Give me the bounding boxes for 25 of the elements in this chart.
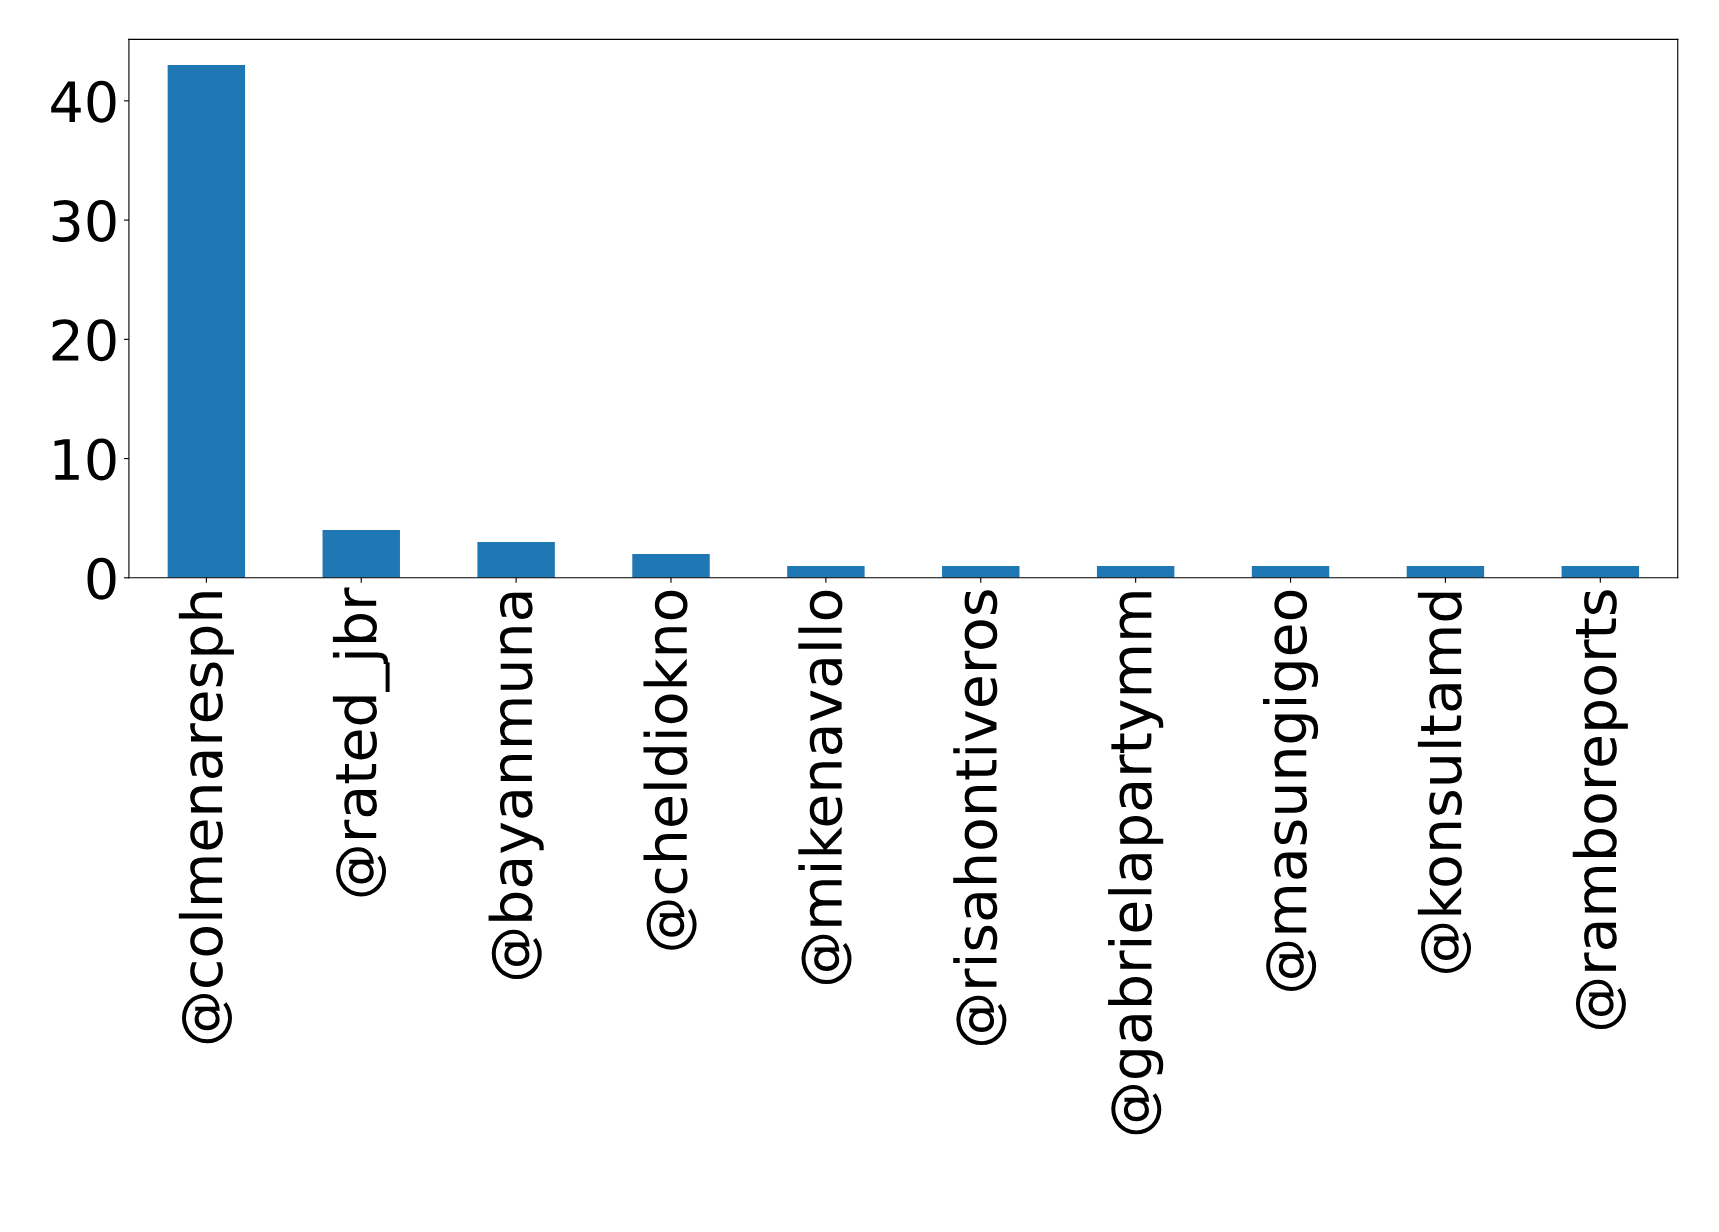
y-tick-label: 40: [51, 80, 116, 123]
x-tick-label: @gabrielapartymm: [1108, 592, 1164, 1135]
bar: [942, 565, 1020, 578]
y-tick-label: 30: [52, 199, 116, 242]
bar: [1096, 565, 1175, 578]
bar: [167, 65, 246, 578]
bar: [787, 565, 865, 578]
x-tick-label: @ramboreports: [1572, 590, 1628, 1030]
x-tick-label: @rated_jbr: [332, 587, 390, 897]
y-tick-label: 10: [54, 438, 116, 481]
bar: [1561, 565, 1640, 578]
x-tick-label: @colmenaresph: [178, 592, 234, 1044]
bar: [1251, 565, 1330, 578]
x-tick-label: @mikenavallo: [798, 590, 852, 985]
bar: [477, 542, 555, 578]
bar: [632, 553, 710, 578]
x-tick-label: @bayanmuna: [488, 592, 544, 979]
x-tick-label: @risahontiveros: [953, 590, 1007, 1046]
x-tick-label: @masungigeo: [1262, 590, 1319, 991]
y-tick-label: 20: [52, 319, 116, 362]
bar: [322, 530, 400, 578]
x-tick-label: @cheldiokno: [643, 590, 697, 950]
y-tick-label: 0: [87, 557, 116, 600]
bar: [1406, 565, 1485, 578]
x-tick-label: @konsultamd: [1417, 592, 1472, 973]
